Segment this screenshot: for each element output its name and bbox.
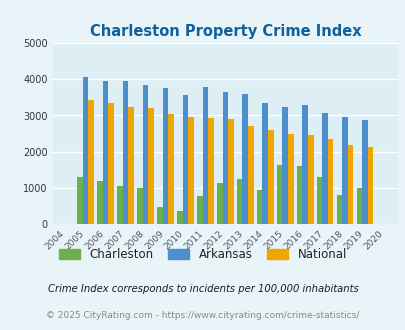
Bar bbox=[307, 135, 313, 224]
Bar bbox=[168, 114, 173, 224]
Bar bbox=[122, 81, 128, 224]
Bar bbox=[222, 91, 228, 224]
Bar bbox=[242, 94, 247, 224]
Text: © 2025 CityRating.com - https://www.cityrating.com/crime-statistics/: © 2025 CityRating.com - https://www.city… bbox=[46, 312, 359, 320]
Bar bbox=[341, 117, 347, 224]
Bar bbox=[282, 107, 287, 224]
Bar bbox=[336, 195, 341, 224]
Bar bbox=[316, 177, 322, 224]
Legend: Charleston, Arkansas, National: Charleston, Arkansas, National bbox=[54, 244, 351, 266]
Bar bbox=[88, 100, 94, 224]
Bar bbox=[162, 87, 168, 224]
Bar bbox=[361, 120, 367, 224]
Bar bbox=[202, 87, 208, 224]
Bar bbox=[137, 188, 143, 224]
Bar bbox=[296, 166, 302, 224]
Bar bbox=[327, 139, 333, 224]
Bar bbox=[117, 186, 122, 224]
Bar bbox=[177, 211, 182, 224]
Bar bbox=[196, 196, 202, 224]
Bar bbox=[302, 105, 307, 224]
Bar bbox=[208, 118, 213, 224]
Bar bbox=[356, 188, 361, 224]
Bar bbox=[322, 113, 327, 224]
Bar bbox=[367, 148, 373, 224]
Text: Crime Index corresponds to incidents per 100,000 inhabitants: Crime Index corresponds to incidents per… bbox=[47, 284, 358, 294]
Bar bbox=[102, 81, 108, 224]
Bar bbox=[108, 103, 114, 224]
Bar bbox=[97, 181, 102, 224]
Bar bbox=[247, 126, 253, 224]
Title: Charleston Property Crime Index: Charleston Property Crime Index bbox=[89, 24, 360, 39]
Bar bbox=[267, 130, 273, 224]
Bar bbox=[157, 207, 162, 224]
Bar bbox=[143, 85, 148, 224]
Bar bbox=[347, 145, 352, 224]
Bar bbox=[262, 103, 267, 224]
Bar bbox=[77, 177, 83, 224]
Bar bbox=[148, 108, 153, 224]
Bar bbox=[287, 134, 293, 224]
Bar bbox=[182, 95, 188, 224]
Bar bbox=[216, 183, 222, 224]
Bar bbox=[128, 107, 134, 224]
Bar bbox=[276, 164, 282, 224]
Bar bbox=[188, 117, 193, 224]
Bar bbox=[256, 190, 262, 224]
Bar bbox=[228, 119, 233, 224]
Bar bbox=[83, 77, 88, 224]
Bar bbox=[236, 179, 242, 224]
